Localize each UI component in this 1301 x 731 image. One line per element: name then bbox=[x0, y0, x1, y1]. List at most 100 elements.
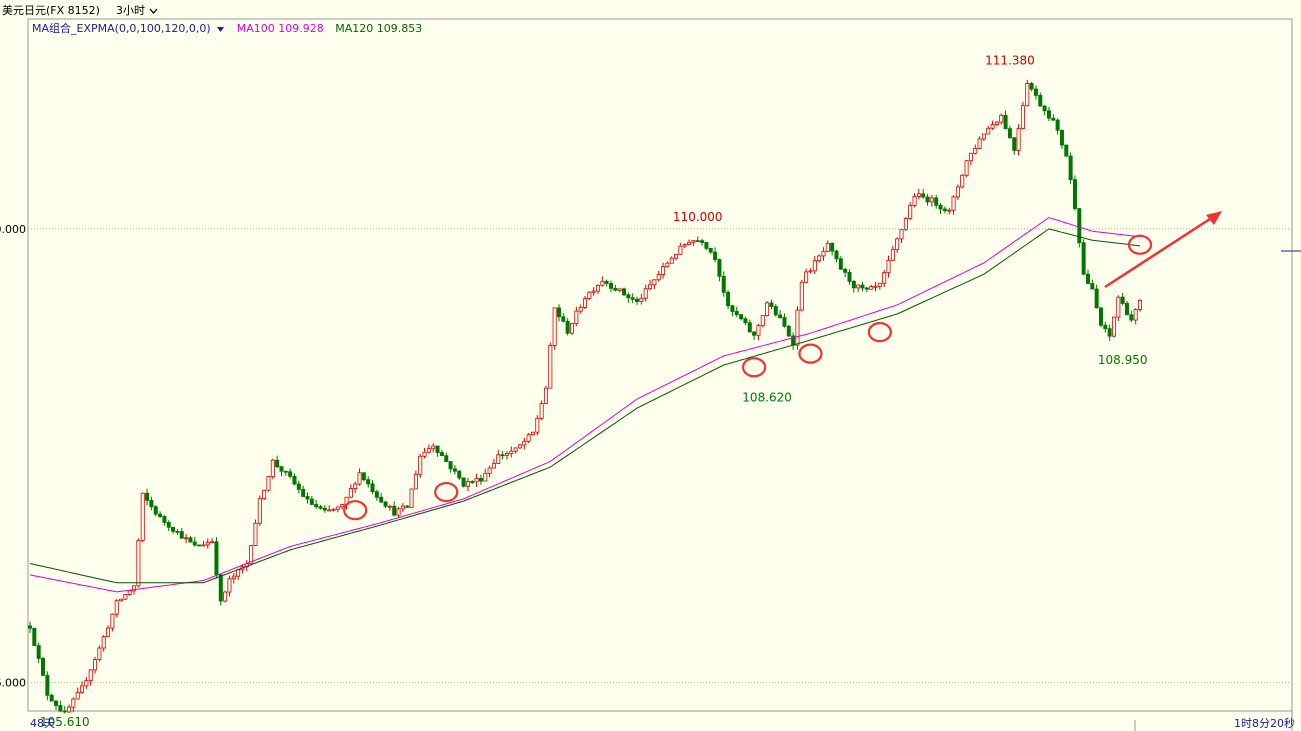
candle-body bbox=[153, 506, 158, 515]
candle-body bbox=[504, 453, 509, 456]
candle-body bbox=[869, 286, 874, 290]
candle-body bbox=[335, 506, 340, 510]
candle-body bbox=[500, 454, 505, 457]
candle-body bbox=[218, 574, 223, 602]
candle-body bbox=[36, 645, 41, 659]
candle-body bbox=[201, 544, 206, 547]
candle-body bbox=[652, 279, 657, 286]
candle-body bbox=[921, 193, 926, 198]
candle-body bbox=[123, 594, 128, 600]
candle-body bbox=[223, 591, 228, 602]
candle-body bbox=[496, 454, 501, 464]
candle-body bbox=[708, 247, 713, 253]
candle-body bbox=[370, 483, 375, 493]
price-grid bbox=[28, 228, 1292, 684]
candle-body bbox=[114, 600, 119, 615]
candle-body bbox=[908, 205, 913, 219]
candle-body bbox=[526, 434, 531, 442]
candle-body bbox=[301, 489, 306, 497]
candle-body bbox=[171, 526, 176, 532]
candle-body bbox=[418, 455, 423, 475]
candle-body bbox=[379, 496, 384, 503]
candle-body bbox=[279, 466, 284, 472]
candle-body bbox=[847, 271, 852, 282]
ma100-line bbox=[29, 216, 1141, 593]
candle-body bbox=[470, 481, 475, 484]
y-axis-labels: 110.000 106.000 bbox=[0, 223, 26, 690]
candle-body bbox=[1090, 283, 1095, 290]
candle-body bbox=[864, 287, 869, 290]
period-selector[interactable]: 3小时 bbox=[116, 2, 158, 18]
candle-body bbox=[808, 270, 813, 273]
candle-body bbox=[67, 706, 72, 713]
candle-body bbox=[717, 259, 722, 277]
candle-body bbox=[695, 240, 700, 243]
candle-body bbox=[773, 306, 778, 316]
support-circle bbox=[742, 357, 767, 378]
candle-body bbox=[32, 627, 37, 646]
candle-body bbox=[539, 403, 544, 419]
candle-body bbox=[548, 345, 553, 389]
candle-body bbox=[990, 124, 995, 129]
candle-body bbox=[734, 311, 739, 316]
candle-body bbox=[487, 467, 492, 474]
candle-body bbox=[756, 325, 761, 336]
period-label: 3小时 bbox=[116, 4, 145, 17]
triangle-down-icon bbox=[217, 26, 225, 32]
price-annotation: 110.000 bbox=[673, 210, 723, 224]
candle-body bbox=[535, 417, 540, 433]
candle-body bbox=[1003, 114, 1008, 130]
candle-body bbox=[465, 481, 470, 487]
candle-body bbox=[340, 504, 345, 508]
indicator-name[interactable]: MA组合_EXPMA(0,0,100,120,0,0) bbox=[32, 22, 229, 35]
candle-body bbox=[1064, 144, 1069, 157]
candle-body bbox=[296, 483, 301, 490]
candle-body bbox=[106, 627, 111, 638]
candle-body bbox=[648, 284, 653, 290]
price-annotations: 111.380 110.000 108.620 108.950 105.610 bbox=[40, 53, 1147, 729]
candle-body bbox=[136, 539, 141, 587]
candle-body bbox=[1068, 155, 1073, 181]
candle-body bbox=[999, 114, 1004, 123]
candle-body bbox=[778, 314, 783, 318]
candle-body bbox=[210, 541, 215, 544]
candle-body bbox=[721, 275, 726, 293]
candle-body bbox=[71, 698, 76, 708]
candle-body bbox=[821, 250, 826, 257]
candle-body bbox=[1107, 328, 1112, 337]
candle-body bbox=[934, 197, 939, 206]
indicator-label: MA组合_EXPMA(0,0,100,120,0,0) bbox=[32, 22, 211, 35]
candle-body bbox=[149, 499, 154, 508]
candle-body bbox=[283, 470, 288, 473]
candle-body bbox=[1016, 128, 1021, 151]
candle-body bbox=[691, 240, 696, 243]
candle-body bbox=[565, 320, 570, 334]
candle-body bbox=[461, 477, 466, 487]
support-circle bbox=[798, 343, 823, 364]
candle-body bbox=[483, 472, 488, 482]
candle-body bbox=[75, 691, 80, 700]
candle-body bbox=[977, 138, 982, 149]
candle-body bbox=[1025, 83, 1030, 107]
candle-body bbox=[383, 501, 388, 507]
candle-body bbox=[639, 297, 644, 302]
candle-body bbox=[1012, 137, 1017, 151]
candle-body bbox=[1059, 129, 1064, 146]
candle-body bbox=[947, 209, 952, 212]
candle-body bbox=[1081, 242, 1086, 275]
candle-body bbox=[452, 468, 457, 472]
candle-body bbox=[964, 160, 969, 176]
chart-header: 美元日元(FX 8152) 3小时 bbox=[0, 0, 1301, 19]
candle-body bbox=[49, 694, 54, 702]
candle-body bbox=[322, 507, 327, 511]
candle-body bbox=[197, 544, 202, 547]
candle-body bbox=[955, 186, 960, 198]
candle-body bbox=[817, 255, 822, 262]
countdown-label: 1时8分20秒 bbox=[1234, 717, 1295, 730]
candle-body bbox=[760, 315, 765, 327]
candle-body bbox=[687, 241, 692, 245]
candle-body bbox=[1133, 309, 1138, 321]
candle-body bbox=[942, 208, 947, 212]
candle-body bbox=[257, 498, 262, 524]
